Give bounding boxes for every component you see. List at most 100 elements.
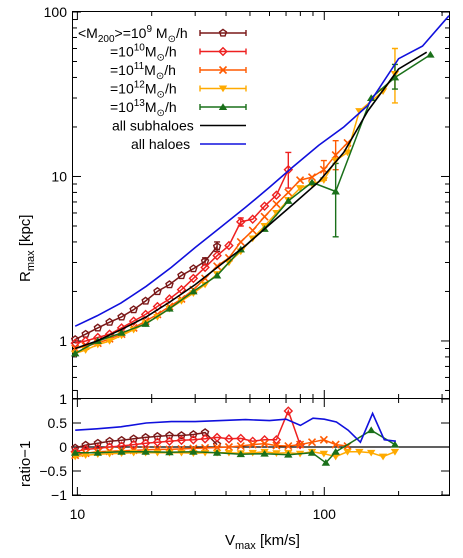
bottom-point-10-11-mo-h-17 [272,441,281,450]
top-point-10-10-mo-h-12 [212,250,222,261]
legend-entry-2: =1011M⊙/h [110,61,247,82]
legend-entry-6: all haloes [131,136,246,152]
top-point-10-12-mo-h-24 [355,108,364,115]
bottom-point-10-11-mo-h-18 [284,441,293,451]
bottom-point-10-12-mo-h-1 [81,452,90,459]
top-point-10-11-mo-h-19 [296,176,305,185]
top-line-10-12-mo-h [74,73,396,355]
bottom-ytick-label-0: −1 [51,487,67,503]
top-line-10-11-mo-h [75,142,349,350]
bottom-point-10-11-mo-h-22 [331,440,340,449]
top-point-10-10-mo-h-15 [247,214,258,224]
top-point-10-11-mo-h-22 [331,150,340,160]
bottom-point-10-10-mo-h-13 [224,434,234,444]
top-point-10-12-mo-h-9 [177,298,186,305]
legend-errcap-3 [199,85,247,92]
bottom-point-10-12-mo-h-22 [331,453,340,461]
bottom-point-m200-10-9-mo-h-5 [129,434,138,443]
bottom-point-10-13-mo-h-7 [236,450,245,458]
top-point-10-10-mo-h-10 [188,273,199,284]
bottom-ytick-label-1: −0.5 [39,463,67,479]
bottom-point-10-10-mo-h-12 [212,432,222,443]
top-point-10-11-mo-h-14 [236,237,245,246]
bottom-point-m200-10-9-mo-h-9 [177,431,186,440]
bottom-point-10-13-mo-h-11 [321,459,331,466]
bottom-line-all-haloes [75,411,396,444]
top-point-10-12-mo-h-3 [105,338,114,345]
legend-label-2: =1011M⊙/h [110,61,176,82]
top-line-m200-10-9-mo-h [74,246,218,341]
top-point-m200-10-9-mo-h-10 [189,264,198,273]
legend-marker-1 [218,46,228,57]
top-point-m200-10-9-mo-h-3 [105,317,114,326]
bottom-point-10-13-mo-h-0 [71,448,80,456]
legend-label-3: =1012M⊙/h [110,80,177,101]
top-point-10-13-mo-h-12 [367,94,376,101]
bottom-point-10-13-mo-h-8 [260,449,269,457]
top-point-10-13-mo-h-11 [331,187,340,195]
legend-entry-5: all subhaloes [112,118,246,134]
top-series-all-haloes [74,15,450,327]
top-point-m200-10-9-mo-h-8 [165,280,174,289]
bottom-point-10-13-mo-h-14 [390,440,400,448]
bottom-point-10-12-mo-h-26 [378,453,388,461]
bottom-point-10-11-mo-h-12 [213,443,222,452]
legend-label-5: all subhaloes [112,118,194,134]
bottom-point-10-10-mo-h-18 [283,406,294,416]
bottom-point-10-13-mo-h-1 [93,448,103,456]
bottom-ytick-label-4: 1 [59,391,67,407]
legend-entry-0: <M200>=109 M⊙/h [78,24,247,45]
bottom-point-10-13-mo-h-4 [165,448,174,456]
top-panel-ticks: 1 10 100 [44,4,449,398]
top-panel-series [70,15,450,358]
top-point-10-13-mo-h-9 [284,197,293,204]
legend-errcap-0 [199,30,247,36]
legend-label-4: =1013M⊙/h [110,98,177,119]
top-point-10-13-mo-h-13 [390,73,400,81]
legend-errcap-1 [199,48,247,55]
bottom-point-10-12-mo-h-23 [343,448,352,456]
top-line-all-subhaloes [74,51,428,350]
bottom-point-10-13-mo-h-13 [367,426,376,434]
y-axis-label-top: Rmax [kpc] [17,215,37,282]
xtick-label-10: 10 [70,506,86,522]
bottom-point-m200-10-9-mo-h-2 [93,438,103,447]
top-point-10-13-mo-h-4 [165,304,174,312]
top-point-10-13-mo-h-5 [189,287,198,295]
legend-label-1: =1010M⊙/h [110,43,177,64]
top-point-m200-10-9-mo-h-6 [141,296,150,305]
bottom-line-10-12-mo-h [75,451,396,458]
top-series-m200-10-9-mo-h [70,242,222,344]
top-point-m200-10-9-mo-h-7 [153,286,162,296]
bottom-point-m200-10-9-mo-h-3 [105,436,114,445]
x-axis-label: Vmax [km/s] [225,532,300,552]
bottom-point-10-11-mo-h-20 [307,438,317,447]
bottom-series-10-13-mo-h [71,426,400,466]
top-point-10-12-mo-h-19 [295,185,305,192]
bottom-point-10-11-mo-h-16 [260,439,269,448]
bottom-point-10-10-mo-h-11 [200,434,210,444]
bottom-point-10-10-mo-h-6 [140,438,151,448]
bottom-point-10-13-mo-h-6 [212,448,222,456]
legend-marker-4 [218,103,228,110]
bottom-point-10-12-mo-h-24 [355,448,364,456]
top-point-m200-10-9-mo-h-5 [129,305,138,314]
bottom-point-10-12-mo-h-25 [367,449,376,457]
bottom-point-10-10-mo-h-5 [128,439,139,450]
legend-marker-3 [218,85,228,93]
top-point-10-10-mo-h-0 [70,338,81,348]
top-point-10-12-mo-h-11 [200,281,210,289]
top-point-10-13-mo-h-10 [307,178,317,186]
legend-entry-4: =1013M⊙/h [110,98,247,119]
top-point-10-11-mo-h-18 [284,188,293,197]
top-point-10-13-mo-h-6 [212,271,222,279]
bottom-series-10-10-mo-h [70,406,305,457]
bottom-point-10-13-mo-h-5 [189,448,198,455]
legend-entry-3: =1012M⊙/h [110,80,247,101]
bottom-point-10-10-mo-h-10 [188,435,199,445]
top-point-10-10-mo-h-6 [140,309,151,320]
bottom-point-10-12-mo-h-27 [390,448,400,456]
bottom-point-10-10-mo-h-8 [164,436,175,447]
bottom-panel-ticks: −1 −0.5 0 0.5 1 10 100 [39,391,449,522]
